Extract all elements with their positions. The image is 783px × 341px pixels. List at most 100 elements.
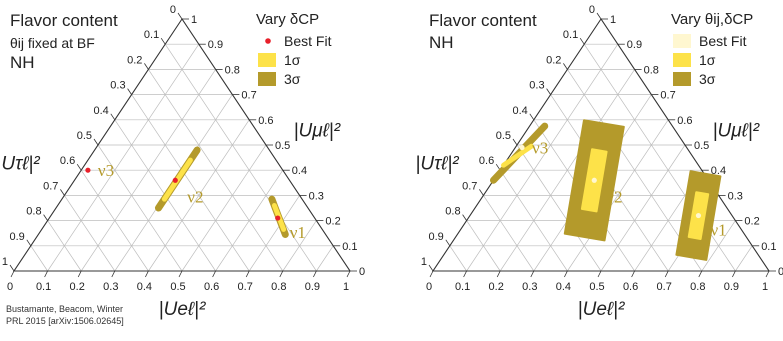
tick-label-mu: 1 [610,14,616,26]
gridline-tau [483,195,535,272]
tick-tau [529,113,535,121]
tick-e [279,270,284,278]
tick-label-mu: 0.8 [644,64,659,76]
tick-label-tau: 0.7 [462,180,477,192]
tick-label-e: 0 [7,281,13,293]
tick-e [145,270,149,278]
legend-swatch-3sigma [673,72,691,86]
tick-label-e: 0.3 [103,281,118,293]
tick-labels: 0 0 0 0.1 0.1 0.1 0.2 0.2 0.2 0.3 0.3 0.3 0.4 0.4 0.4 0… [421,4,783,293]
tick-label-tau: 0.4 [94,105,109,117]
tick-e [111,270,116,278]
nu3-best-fit-point [519,144,525,151]
tick-e [664,270,669,278]
tick-label-mu: 0.6 [258,115,273,127]
nu3-best-fit-point [85,167,91,173]
legend: Vary δCP Best Fit 1σ 3σ [256,11,332,87]
tick-label-mu: 0.4 [711,165,726,177]
tick-label-tau: 0.7 [43,180,58,192]
nu1-best-fit-point [695,212,702,219]
tick-label-mu: 0.6 [677,115,692,127]
axis-label-right: |Uμℓ|² [294,120,341,141]
gridline-tau [516,144,602,272]
legend-swatch-3sigma [258,72,276,86]
gridline-tau [47,220,82,272]
tick-label-e: 0.5 [589,281,604,293]
tick-e [597,270,602,278]
tick-e [496,270,501,278]
nu3-1sigma-region [501,143,534,168]
nu1-best-fit-point [275,215,281,221]
tick-tau [596,12,602,20]
tick-label-tau: 0 [170,4,176,16]
tick-tau [445,239,451,247]
credit-reference: PRL 2015 [arXiv:1506.02645] [6,316,124,326]
gridline-tau [164,44,317,272]
tick-tau [512,138,518,146]
tick-label-mu: 0.1 [342,241,357,253]
legend-label-1sigma: 1σ [284,52,301,68]
tick-label-e: 1 [343,281,349,293]
tick-label-e: 0 [426,281,432,293]
nu2-label: ν2 [187,187,203,206]
credit-authors: Bustamante, Beacom, Winter [6,304,123,314]
tick-label-e: 0.2 [489,281,504,293]
gridline-tau [80,170,149,272]
axis-label-left: |Uτℓ|² [415,154,459,175]
tick-label-e: 1 [762,281,768,293]
mass-ordering: NH [429,33,454,52]
legend-label-best-fit: Best Fit [284,33,332,49]
axis-label-bottom: |Ueℓ|² [578,299,625,320]
tick-label-mu: 0.7 [660,90,675,102]
tick-label-tau: 1 [2,256,8,268]
tick-label-tau: 1 [421,256,427,268]
tick-label-tau: 0.1 [144,29,159,41]
tick-label-e: 0.1 [455,281,470,293]
gridline-e [316,245,334,272]
gridline-tau [449,245,467,272]
tick-tau [93,138,99,146]
tick-tau [110,113,116,121]
tick-label-mu: 0.5 [694,140,709,152]
tick-e [245,270,250,278]
tick-label-tau: 0.8 [26,206,41,218]
tick-label-mu: 0.9 [627,39,642,51]
tick-label-mu: 0.2 [744,216,759,228]
tick-label-tau: 0.6 [479,155,494,167]
tick-label-e: 0.6 [623,281,638,293]
tick-label-e: 0.9 [724,281,739,293]
tick-tau [60,189,65,196]
legend-swatch-best-fit [265,38,271,44]
tick-label-tau: 0.5 [496,130,511,142]
legend-label-3sigma: 3σ [699,71,716,87]
tick-label-tau: 0.3 [110,80,125,92]
tick-e [631,270,635,278]
tick-label-tau: 0.1 [563,29,578,41]
tick-tau [76,163,82,171]
chart-title: Flavor content [429,11,537,30]
tick-label-tau: 0 [589,4,595,16]
nu2-best-fit-point [172,177,178,183]
ternary-chart-1: 0 0 0 0.1 0.1 0.1 0.2 0.2 0.2 0.3 0.3 0.3 0.4 0.4 0.4 0… [0,4,365,326]
gridline-e [47,44,200,272]
tick-label-mu: 0.3 [309,190,324,202]
tick-label-e: 0.7 [238,281,253,293]
tick-label-mu: 0 [359,266,365,278]
regions: ν1 ν2 ν3 [489,119,727,261]
tick-label-e: 0.5 [170,281,185,293]
gridline-e [735,245,753,272]
legend-swatch-1sigma [673,53,691,67]
tick-label-mu: 1 [191,14,197,26]
tick-label-e: 0.8 [271,281,286,293]
tick-e [212,270,216,278]
tick-label-e: 0.9 [305,281,320,293]
axis-label-bottom: |Ueℓ|² [159,299,206,320]
legend: Vary θij,δCP Best Fit 1σ 3σ [671,11,753,87]
tick-tau [43,214,48,221]
nu2-label: ν2 [606,187,622,206]
tick-e [429,270,434,278]
tick-label-e: 0.4 [556,281,571,293]
nu3-label: ν3 [532,139,548,158]
tick-label-e: 0.8 [690,281,705,293]
